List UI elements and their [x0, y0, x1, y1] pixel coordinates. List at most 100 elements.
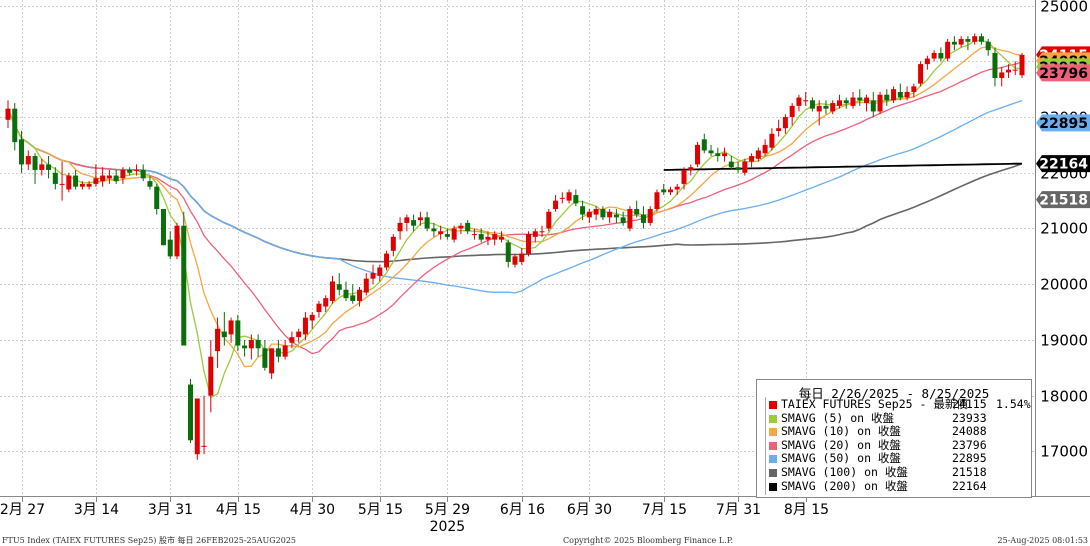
candle-body — [154, 186, 160, 209]
candle-body — [870, 100, 876, 112]
candle-body — [850, 97, 856, 106]
candle-body — [938, 52, 944, 59]
candle-body — [580, 206, 586, 215]
candle-body — [830, 103, 836, 112]
candle-body — [1005, 69, 1011, 73]
candle-body — [904, 91, 910, 98]
candle-body — [512, 256, 518, 265]
candle-body — [485, 236, 491, 240]
candle-body — [384, 253, 390, 268]
candle-body — [12, 108, 18, 143]
candle-body — [843, 100, 849, 104]
legend-value: 24115 — [952, 397, 987, 411]
candle-body — [52, 172, 58, 184]
price-tag-label: 21518 — [1039, 193, 1088, 209]
footer-left: FTU5 Index (TAIEX FUTURES Sep25) 股市 每日 2… — [2, 535, 296, 545]
candle-body — [275, 348, 281, 357]
legend-swatch — [769, 482, 777, 491]
legend-row-smavg-200: SMAVG (200) on 收盤 22164 — [757, 478, 1031, 494]
candle-body — [174, 225, 180, 257]
y-tick-label: 17000 — [1040, 443, 1088, 461]
candle-body — [498, 236, 504, 240]
footer-center: Copyright© 2025 Bloomberg Finance L.P. — [563, 536, 733, 545]
candle-body — [302, 317, 308, 335]
candle-body — [228, 320, 234, 335]
candle-body — [221, 331, 227, 338]
candle-body — [681, 169, 687, 184]
candle-body — [593, 208, 599, 215]
candle-body — [891, 89, 897, 101]
candle-body — [160, 208, 166, 246]
legend-row-smavg-50: SMAVG (50) on 收盤 22895 — [757, 452, 1031, 466]
x-tick-label: 5月 15 — [358, 502, 403, 518]
candle-body — [715, 153, 721, 157]
candle-body — [106, 175, 112, 179]
candle-body — [532, 231, 538, 237]
price-tag-label: 23796 — [1039, 66, 1088, 82]
candle-body — [796, 97, 802, 106]
x-tick-label: 3月 31 — [148, 502, 193, 518]
legend-label: SMAVG (10) on 收盤 — [781, 424, 901, 439]
candle-body — [667, 189, 673, 193]
candle-body — [945, 41, 951, 59]
candle-body — [816, 105, 822, 112]
candle-body — [296, 331, 302, 338]
smavg-200-line — [663, 162, 1023, 171]
candle-body — [120, 169, 126, 179]
smavg-20-line — [7, 61, 1023, 355]
candle-body — [695, 144, 701, 165]
candle-body — [242, 345, 248, 349]
candle-body — [640, 214, 646, 223]
smavg-10-line — [7, 45, 1023, 368]
candle-body — [809, 100, 815, 109]
candle-body — [248, 339, 254, 349]
candle-body — [93, 178, 99, 184]
smavg-5-line — [7, 40, 1023, 399]
candle-body — [451, 228, 457, 240]
candle-body — [181, 225, 187, 346]
legend-value: 21518 — [952, 464, 987, 479]
y-tick-label: 18000 — [1040, 388, 1088, 406]
candle-body — [674, 186, 680, 190]
smavg-50-line — [7, 99, 1023, 294]
candle-body — [728, 161, 734, 168]
candle-body — [417, 217, 423, 221]
candle-body — [411, 220, 417, 226]
legend-label: SMAVG (20) on 收盤 — [781, 437, 901, 452]
candle-body — [201, 445, 207, 447]
candle-body — [634, 208, 640, 215]
price-tag-label: 22895 — [1039, 116, 1088, 132]
legend-row-smavg-10: SMAVG (10) on 收盤 24088 — [757, 425, 1031, 439]
candle-body — [803, 100, 809, 102]
legend-row-smavg-100: SMAVG (100) on 收盤 21518 — [757, 464, 1031, 480]
price-tag-background — [1036, 191, 1090, 209]
price-tag: 22895 — [1036, 114, 1090, 132]
candle-body — [600, 208, 606, 218]
x-tick-label: 6月 30 — [567, 502, 612, 518]
candle-body — [877, 94, 883, 112]
candle-body — [100, 175, 106, 182]
x-tick-label: 6月 16 — [500, 502, 545, 518]
y-tick-label: 20000 — [1040, 276, 1088, 294]
candle-body — [992, 52, 998, 79]
price-tag: 22164 — [1036, 155, 1090, 173]
candle-body — [661, 189, 667, 193]
legend-label: SMAVG (200) on 收盤 — [781, 478, 908, 493]
candle-body — [269, 348, 275, 374]
x-tick-label: 2月 27 — [0, 502, 45, 518]
candle-body — [823, 105, 829, 109]
candle-body — [505, 242, 511, 262]
candle-body — [978, 36, 984, 42]
candle-body — [999, 72, 1005, 79]
candle-body — [19, 139, 25, 165]
candle-body — [1019, 54, 1025, 76]
candle-body — [985, 41, 991, 51]
candle-body — [363, 278, 369, 293]
candle-body — [309, 314, 315, 321]
legend-label: TAIEX FUTURES Sep25 - 最新價 — [781, 397, 968, 411]
legend-title: 每日 2/26/2025 - 8/25/2025 — [798, 386, 990, 401]
candle-body — [478, 234, 484, 240]
candle-body — [701, 139, 707, 151]
candle-body — [336, 284, 342, 290]
candle-body — [59, 183, 65, 185]
